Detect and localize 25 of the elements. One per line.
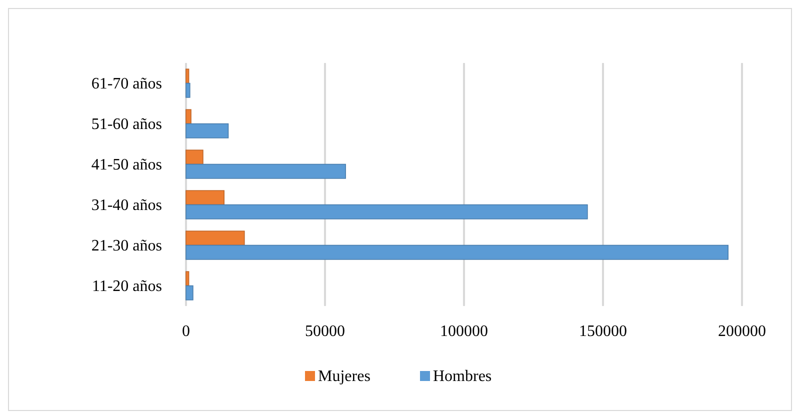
y-tick-label: 61-70 años bbox=[91, 75, 162, 92]
x-tick-label: 50000 bbox=[305, 323, 345, 340]
y-tick-label: 41-50 años bbox=[91, 156, 162, 174]
bar bbox=[186, 204, 588, 220]
bar bbox=[186, 150, 204, 165]
bar bbox=[186, 271, 190, 286]
bar bbox=[186, 164, 346, 179]
bar bbox=[186, 230, 245, 246]
y-tick-label: 31-40 años bbox=[91, 196, 162, 214]
x-tick-label: 0 bbox=[182, 323, 190, 340]
x-tick-label: 100000 bbox=[440, 323, 488, 340]
legend-label: Mujeres bbox=[318, 368, 370, 385]
bar bbox=[186, 68, 190, 84]
bar bbox=[186, 285, 194, 300]
y-tick-label: 11-20 años bbox=[92, 278, 162, 295]
x-tick-label: 200000 bbox=[718, 323, 766, 340]
legend-label: Hombres bbox=[433, 368, 492, 385]
bar bbox=[186, 123, 229, 138]
bar bbox=[186, 190, 224, 206]
y-tick-label: 51-60 años bbox=[91, 116, 162, 133]
y-tick-label: 21-30 años bbox=[91, 237, 162, 254]
bar bbox=[186, 82, 190, 98]
bar bbox=[186, 109, 192, 124]
x-tick-label: 150000 bbox=[579, 323, 627, 340]
bar bbox=[186, 244, 728, 260]
